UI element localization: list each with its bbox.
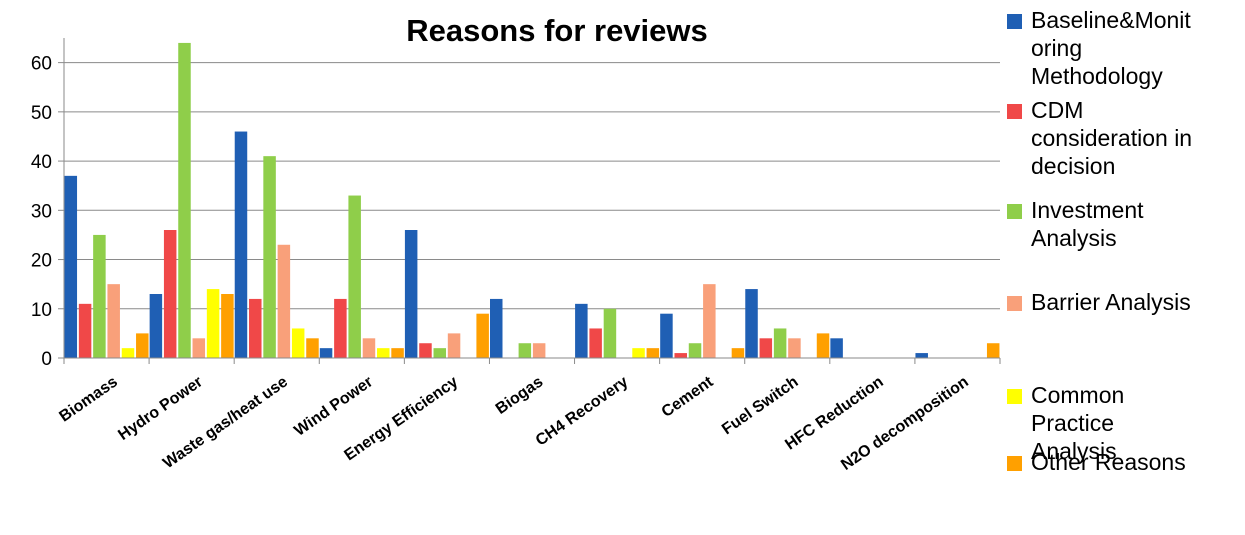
bar-8-0 xyxy=(745,289,758,358)
legend-line: Common xyxy=(1031,382,1124,408)
bar-9-0 xyxy=(830,338,843,358)
bar-1-0 xyxy=(149,294,163,358)
legend-line: Other Reasons xyxy=(1031,449,1186,475)
x-tick-label: Biogas xyxy=(493,373,547,418)
bar-0-5 xyxy=(136,333,149,358)
x-tick-label: Cement xyxy=(659,373,717,421)
bar-8-2 xyxy=(773,328,787,358)
bar-1-4 xyxy=(206,289,220,358)
bar-2-3 xyxy=(277,244,291,358)
y-tick-label: 0 xyxy=(41,349,52,370)
x-tick-label: Fuel Switch xyxy=(719,373,802,438)
legend-line: Analysis xyxy=(1031,225,1117,251)
bar-8-1 xyxy=(759,338,773,358)
bar-4-3 xyxy=(447,333,461,358)
legend-line: Baseline&Monit xyxy=(1031,7,1191,33)
y-tick-label: 50 xyxy=(31,103,52,124)
bar-0-3 xyxy=(107,284,120,358)
bar-7-2 xyxy=(688,343,702,358)
bars xyxy=(64,42,1000,359)
bar-4-5 xyxy=(476,313,489,358)
y-tick-label: 60 xyxy=(31,54,52,75)
legend-line: Practice xyxy=(1031,410,1114,436)
y-tick-label: 10 xyxy=(31,300,52,321)
bar-0-2 xyxy=(93,234,106,358)
legend-line: decision xyxy=(1031,153,1115,179)
bar-7-3 xyxy=(703,284,716,358)
bar-2-4 xyxy=(291,328,305,358)
legend-line: Analysis xyxy=(1031,438,1117,464)
bar-5-0 xyxy=(490,298,503,358)
bar-6-4 xyxy=(632,348,645,358)
legend-line: CDM xyxy=(1031,97,1083,123)
legend-entry-5: Other Reasons xyxy=(1031,449,1186,475)
x-tick-label: Wind Power xyxy=(291,373,376,439)
bar-2-2 xyxy=(263,156,276,358)
legend-entry-0: Baseline&Monit oring Methodology xyxy=(1031,7,1191,89)
bar-6-5 xyxy=(646,348,660,358)
legend-line: Barrier Analysis xyxy=(1031,289,1191,315)
legend-swatch-3 xyxy=(1007,296,1022,311)
bar-3-0 xyxy=(319,348,333,358)
bar-1-2 xyxy=(178,42,191,359)
bar-6-1 xyxy=(589,328,602,358)
bar-4-1 xyxy=(419,343,432,358)
bar-3-1 xyxy=(334,298,347,358)
gridlines xyxy=(64,62,1000,310)
bar-3-5 xyxy=(391,348,404,358)
bar-10-0 xyxy=(915,353,928,358)
legend-swatch-1 xyxy=(1007,104,1022,119)
x-tick-label: Biomass xyxy=(56,373,120,425)
legend-line: oring xyxy=(1031,35,1082,61)
legend-entry-3: Barrier Analysis xyxy=(1031,289,1191,315)
bar-1-5 xyxy=(221,294,234,358)
bar-0-0 xyxy=(64,175,78,358)
bar-2-0 xyxy=(234,131,248,358)
bar-3-4 xyxy=(377,348,390,358)
chart-title: Reasons for reviews xyxy=(406,13,708,48)
legend-entry-2: Investment Analysis xyxy=(1031,197,1144,251)
y-tick-label: 20 xyxy=(31,251,52,272)
legend-line: Investment xyxy=(1031,197,1144,223)
bar-6-2 xyxy=(603,308,617,358)
bar-4-0 xyxy=(404,230,418,358)
bar-2-1 xyxy=(249,298,262,358)
bar-5-2 xyxy=(518,343,532,358)
x-tick-label: CH4 Recovery xyxy=(533,373,632,449)
legend-line: consideration in xyxy=(1031,125,1192,151)
legend-line: Methodology xyxy=(1031,63,1163,89)
bar-3-3 xyxy=(362,338,376,358)
y-tick-label: 40 xyxy=(31,152,52,173)
y-axis: 0 10 20 30 40 50 60 xyxy=(31,38,65,370)
bar-7-1 xyxy=(674,353,687,358)
y-tick-label: 30 xyxy=(31,201,52,222)
bar-1-3 xyxy=(192,338,206,358)
bar-1-1 xyxy=(163,230,177,358)
bar-6-0 xyxy=(575,303,588,358)
bar-10-5 xyxy=(986,343,1000,358)
bar-8-5 xyxy=(816,333,830,358)
bar-8-3 xyxy=(788,338,801,358)
bar-4-2 xyxy=(433,348,447,358)
bar-0-1 xyxy=(78,303,92,358)
bar-7-0 xyxy=(660,313,673,358)
legend-entry-1: CDM consideration in decision xyxy=(1031,97,1192,179)
bar-5-3 xyxy=(532,343,546,358)
bar-0-4 xyxy=(121,348,135,358)
legend-swatch-4 xyxy=(1007,389,1022,404)
legend-swatch-2 xyxy=(1007,204,1022,219)
bar-7-5 xyxy=(731,348,745,358)
x-tick-label: Hydro Power xyxy=(115,373,206,444)
legend-swatch-0 xyxy=(1007,14,1022,29)
bar-2-5 xyxy=(306,338,319,358)
legend-entry-4: Common Practice Analysis xyxy=(1031,382,1124,464)
bar-3-2 xyxy=(348,195,361,358)
legend-swatch-5 xyxy=(1007,456,1022,471)
